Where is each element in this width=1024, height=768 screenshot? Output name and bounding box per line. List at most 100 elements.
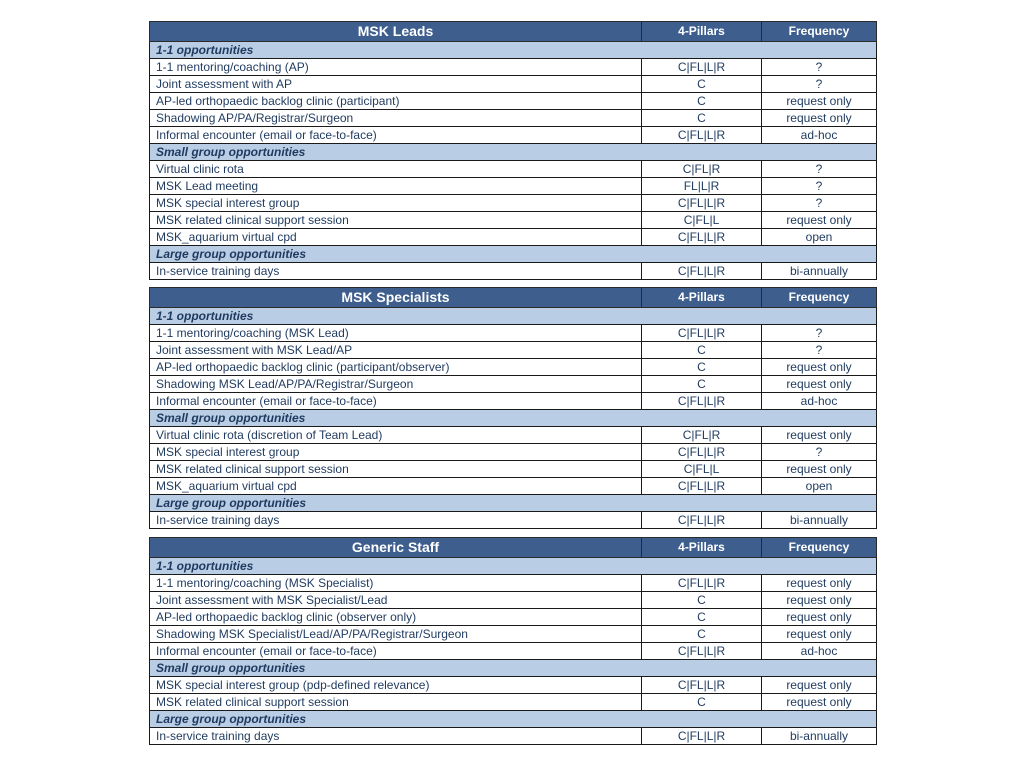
frequency-cell: request only [761,375,877,393]
frequency-cell: request only [761,608,877,626]
frequency-cell: ? [761,194,877,212]
group-label: 1-1 opportunities [149,41,642,59]
pillars-cell: C|FL|L|R [641,477,762,495]
group-label: Large group opportunities [149,710,642,728]
table-title: MSK Specialists [149,287,642,308]
group-label: Small group opportunities [149,409,642,427]
group-spacer [641,143,762,161]
activity-cell: Shadowing MSK Specialist/Lead/AP/PA/Regi… [149,625,642,643]
table-row: MSK special interest group (pdp-defined … [149,676,877,694]
group-spacer [641,557,762,575]
pillars-cell: C|FL|L [641,211,762,229]
table-row: MSK special interest group C|FL|L|R ? [149,443,877,461]
frequency-cell: ? [761,58,877,76]
frequency-cell: request only [761,625,877,643]
frequency-cell: open [761,477,877,495]
pillars-cell: C [641,109,762,127]
activity-cell: MSK related clinical support session [149,693,642,711]
group-label: Large group opportunities [149,494,642,512]
table-msk-specialists: MSK Specialists 4-Pillars Frequency 1-1 … [149,287,877,529]
table-row: Joint assessment with MSK Specialist/Lea… [149,591,877,609]
pillars-cell: C|FL|R [641,160,762,178]
pillars-cell: C|FL|L|R [641,511,762,529]
activity-cell: Joint assessment with AP [149,75,642,93]
table-title: MSK Leads [149,21,642,42]
table-header: MSK Leads 4-Pillars Frequency [149,21,877,42]
activity-cell: 1-1 mentoring/coaching (MSK Lead) [149,324,642,342]
group-spacer [761,710,877,728]
table-row: MSK_aquarium virtual cpd C|FL|L|R open [149,228,877,246]
pillars-cell: C [641,341,762,359]
activity-cell: 1-1 mentoring/coaching (MSK Specialist) [149,574,642,592]
activity-cell: MSK_aquarium virtual cpd [149,228,642,246]
group-spacer [761,143,877,161]
pillars-cell: C [641,625,762,643]
table-row: MSK_aquarium virtual cpd C|FL|L|R open [149,477,877,495]
activity-cell: Informal encounter (email or face-to-fac… [149,392,642,410]
table-row: Informal encounter (email or face-to-fac… [149,126,877,144]
group-header: 1-1 opportunities [149,307,877,325]
table-row: Joint assessment with MSK Lead/AP C ? [149,341,877,359]
activity-cell: MSK Lead meeting [149,177,642,195]
table-row: In-service training days C|FL|L|R bi-ann… [149,727,877,745]
group-label: Large group opportunities [149,245,642,263]
group-spacer [761,494,877,512]
group-header: Small group opportunities [149,659,877,677]
pillars-cell: C|FL|L|R [641,126,762,144]
pillars-cell: FL|L|R [641,177,762,195]
activity-cell: AP-led orthopaedic backlog clinic (obser… [149,608,642,626]
table-row: Virtual clinic rota (discretion of Team … [149,426,877,444]
activity-cell: AP-led orthopaedic backlog clinic (parti… [149,358,642,376]
group-spacer [761,659,877,677]
frequency-cell: request only [761,693,877,711]
frequency-cell: request only [761,426,877,444]
activity-cell: In-service training days [149,727,642,745]
pillars-cell: C|FL|R [641,426,762,444]
pillars-cell: C [641,608,762,626]
group-label: Small group opportunities [149,143,642,161]
table-row: Shadowing AP/PA/Registrar/Surgeon C requ… [149,109,877,127]
table-header: Generic Staff 4-Pillars Frequency [149,537,877,558]
activity-cell: Joint assessment with MSK Specialist/Lea… [149,591,642,609]
activity-cell: Shadowing AP/PA/Registrar/Surgeon [149,109,642,127]
group-header: Large group opportunities [149,245,877,263]
activity-cell: In-service training days [149,262,642,280]
pillars-cell: C [641,92,762,110]
frequency-header: Frequency [761,21,877,42]
activity-cell: Joint assessment with MSK Lead/AP [149,341,642,359]
activity-cell: MSK related clinical support session [149,211,642,229]
pillars-header: 4-Pillars [641,537,762,558]
table-row: AP-led orthopaedic backlog clinic (parti… [149,92,877,110]
pillars-cell: C|FL|L|R [641,642,762,660]
table-row: Shadowing MSK Specialist/Lead/AP/PA/Regi… [149,625,877,643]
pillars-cell: C [641,375,762,393]
frequency-cell: ? [761,75,877,93]
pillars-cell: C [641,591,762,609]
group-header: Large group opportunities [149,494,877,512]
activity-cell: MSK special interest group [149,194,642,212]
group-header: Large group opportunities [149,710,877,728]
group-spacer [641,710,762,728]
frequency-cell: ? [761,160,877,178]
frequency-cell: request only [761,92,877,110]
table-row: MSK related clinical support session C|F… [149,211,877,229]
activity-cell: AP-led orthopaedic backlog clinic (parti… [149,92,642,110]
activity-cell: MSK related clinical support session [149,460,642,478]
group-spacer [761,245,877,263]
pillars-cell: C|FL|L|R [641,392,762,410]
pillars-cell: C|FL|L|R [641,676,762,694]
frequency-header: Frequency [761,537,877,558]
frequency-cell: ad-hoc [761,126,877,144]
pillars-cell: C [641,358,762,376]
frequency-cell: request only [761,211,877,229]
pillars-cell: C [641,75,762,93]
table-msk-leads: MSK Leads 4-Pillars Frequency 1-1 opport… [149,21,877,280]
group-spacer [641,41,762,59]
pillars-cell: C|FL|L|R [641,574,762,592]
group-spacer [641,245,762,263]
group-spacer [761,41,877,59]
pillars-cell: C|FL|L|R [641,443,762,461]
frequency-header: Frequency [761,287,877,308]
frequency-cell: request only [761,109,877,127]
table-row: MSK special interest group C|FL|L|R ? [149,194,877,212]
